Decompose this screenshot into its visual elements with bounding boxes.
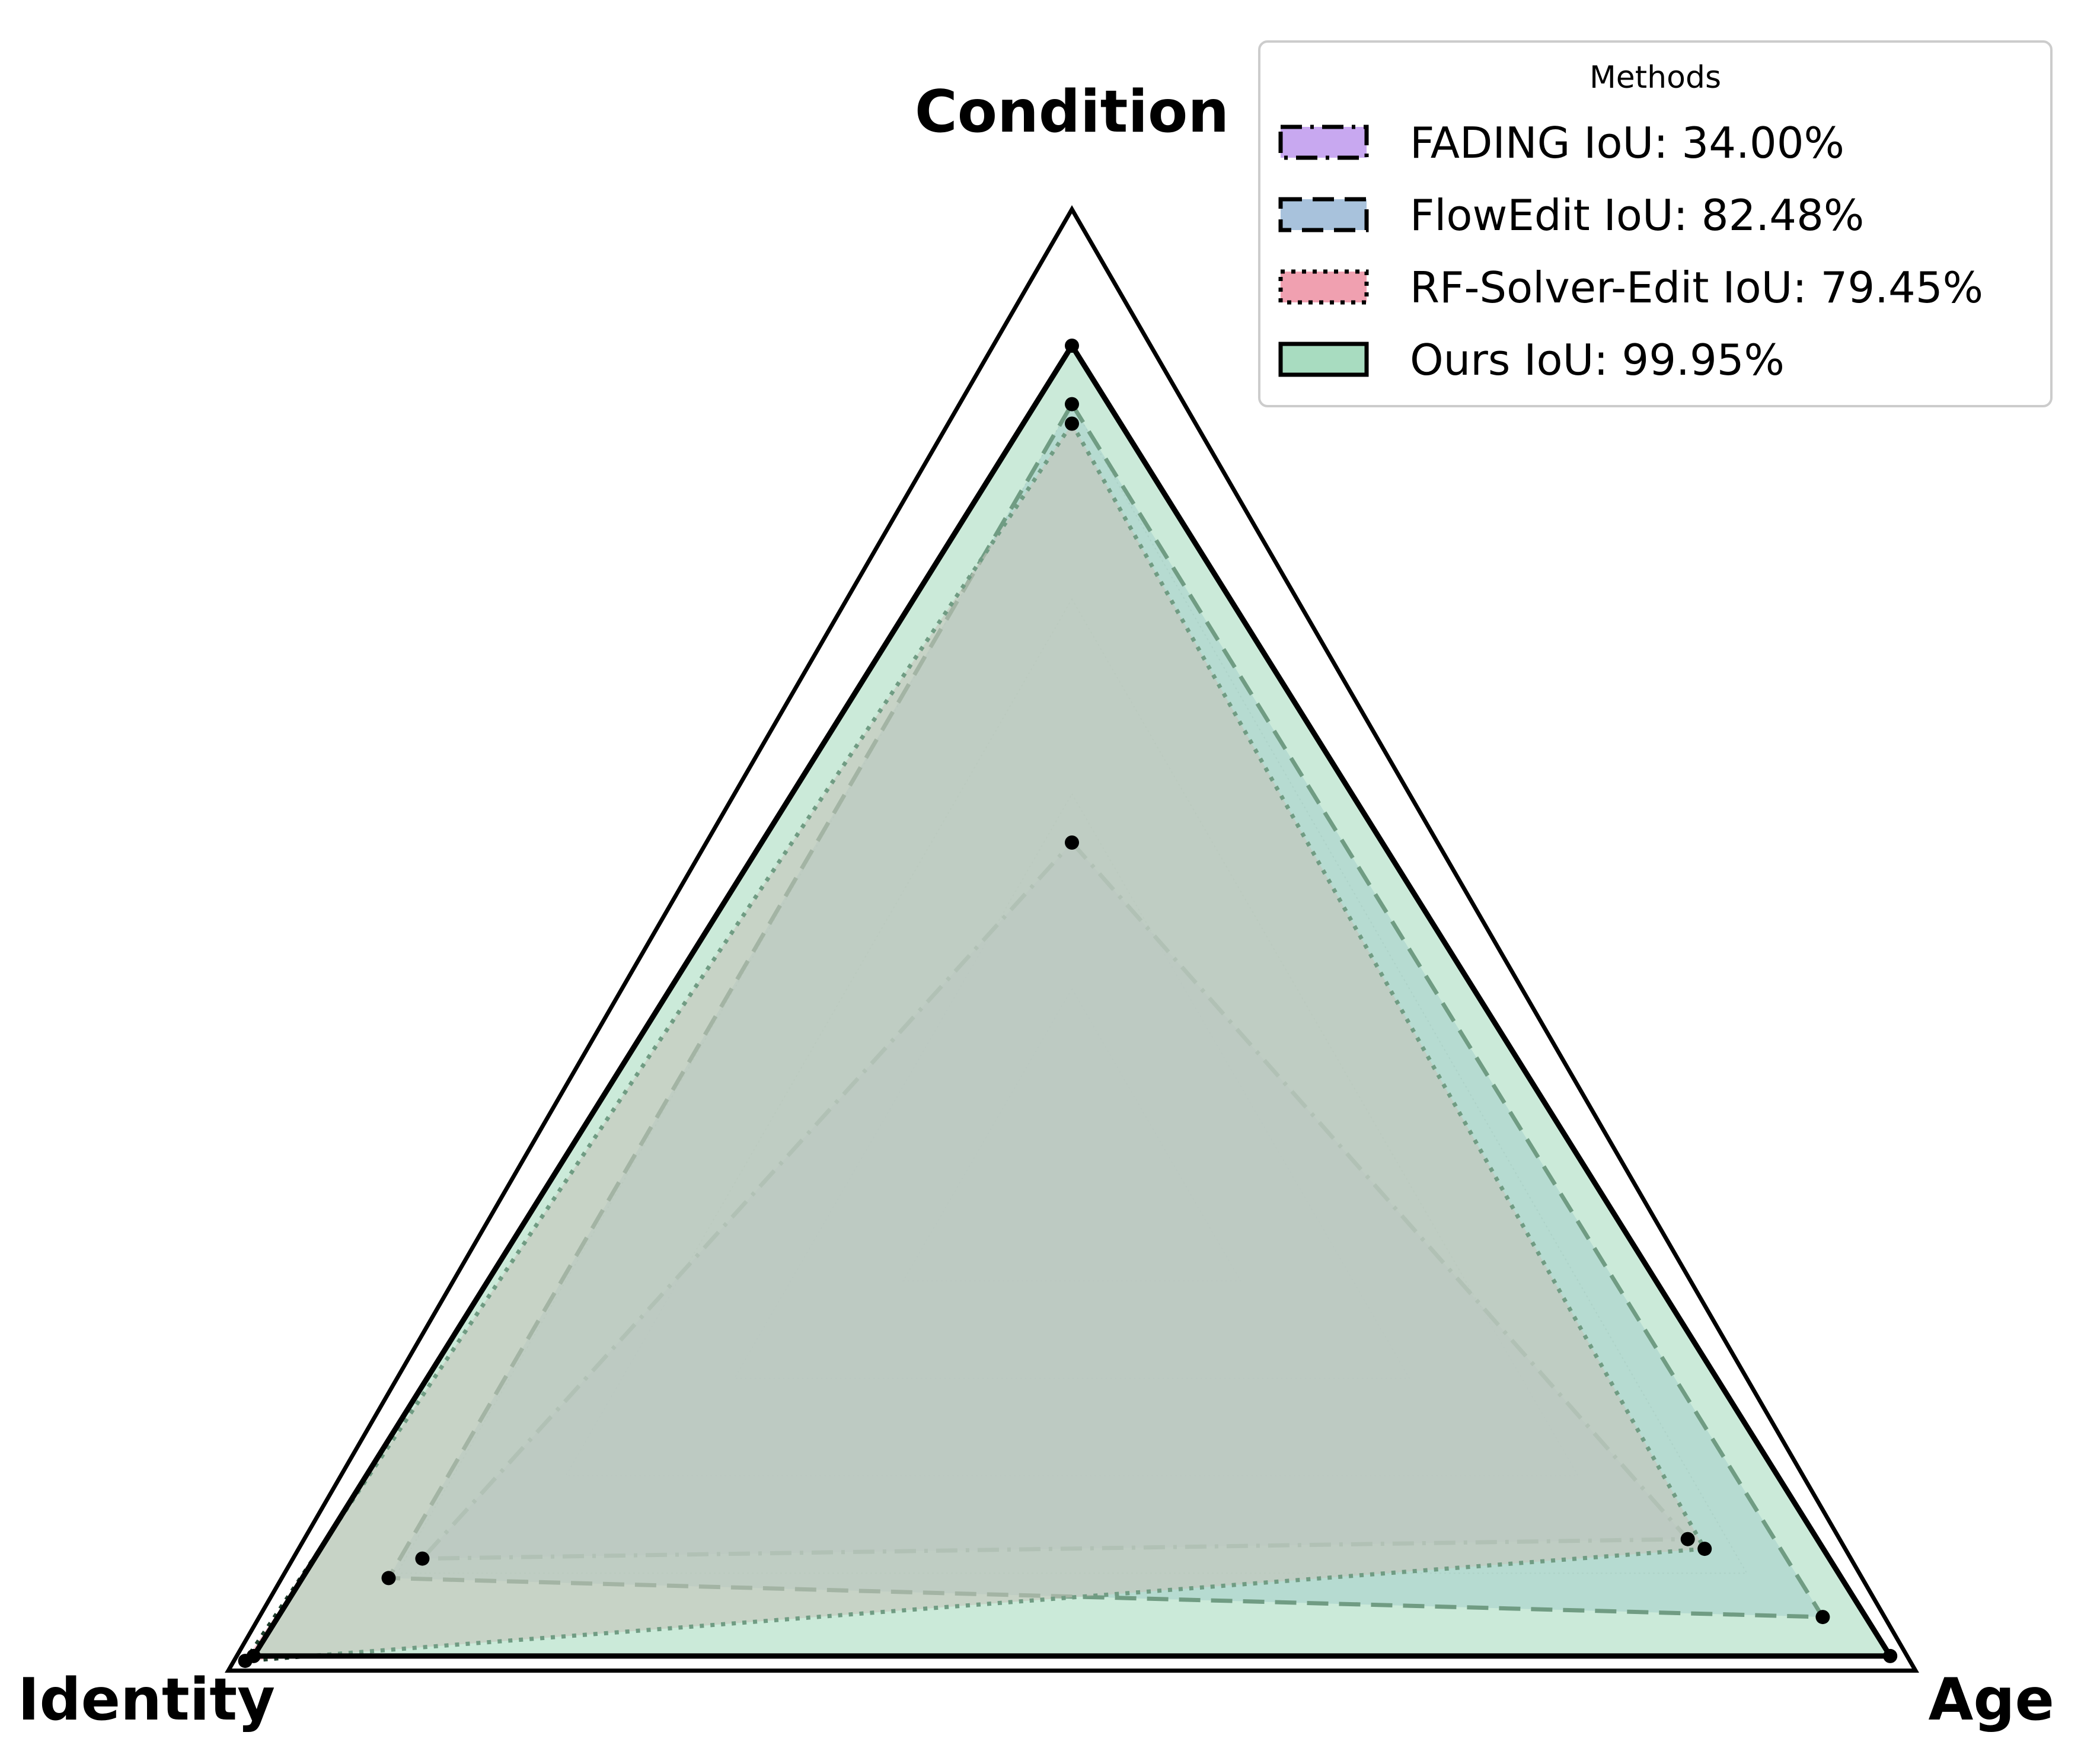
axis-labels: Condition Age Identity [18, 78, 2054, 1734]
outer-frame [225, 205, 1919, 1673]
series-layer [238, 339, 1898, 1669]
legend-label-flowedit: FlowEdit IoU: 82.48% [1410, 190, 1864, 240]
marker-rf-solver-edit-condition [1065, 416, 1079, 431]
legend-swatch-fading [1278, 125, 1369, 160]
legend-swatch-flowedit [1278, 197, 1369, 232]
marker-flowedit-age [1815, 1610, 1830, 1625]
marker-flowedit-identity [381, 1571, 396, 1586]
axis-label-age: Age [1929, 1666, 2054, 1734]
marker-flowedit-condition [1065, 397, 1079, 412]
marker-rf-solver-edit-age [1697, 1542, 1712, 1556]
marker-fading-identity [415, 1551, 430, 1566]
marker-fading-condition [1065, 835, 1079, 850]
series-area-ours [251, 343, 1893, 1659]
legend-title: Methods [1590, 60, 1721, 95]
marker-ours-age [1883, 1648, 1898, 1663]
legend-swatch-rf-solver-edit [1278, 269, 1369, 305]
legend-swatch-ours [1278, 342, 1369, 377]
legend: Methods FADING IoU: 34.00% FlowEdit IoU: … [1258, 40, 2053, 407]
legend-items: FADING IoU: 34.00% FlowEdit IoU: 82.48% RF… [1278, 118, 1983, 385]
marker-ours-identity [246, 1648, 261, 1663]
marker-fading-age [1680, 1532, 1695, 1546]
axis-label-identity: Identity [18, 1666, 275, 1734]
legend-label-rf-solver-edit: RF-Solver-Edit IoU: 79.45% [1410, 263, 1983, 312]
legend-label-ours: Ours IoU: 99.95% [1410, 335, 1785, 385]
legend-frame [1258, 40, 2053, 407]
marker-ours-condition [1065, 339, 1079, 353]
legend-label-fading: FADING IoU: 34.00% [1410, 118, 1844, 168]
axis-label-condition: Condition [915, 78, 1229, 146]
